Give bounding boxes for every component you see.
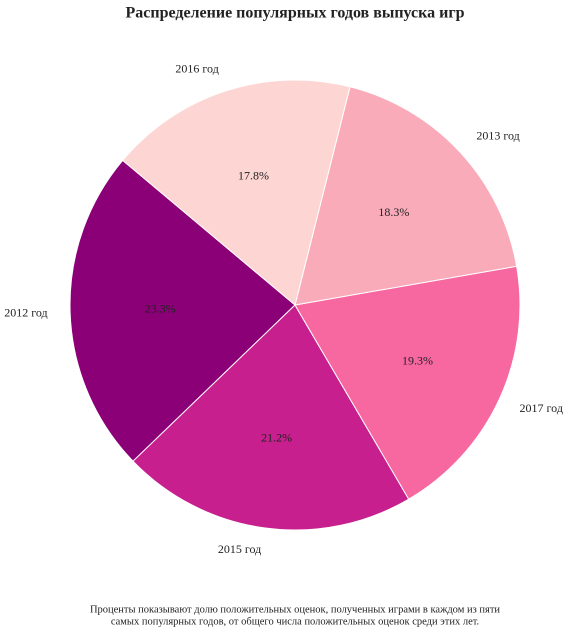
slice-label: 2017 год [520,401,563,415]
slice-label: 2012 год [4,305,47,319]
pie-slice [294,86,518,306]
value-label: 23.3% [145,301,176,315]
slice-label: 2016 год [175,61,218,75]
slice-label: 2015 год [218,542,261,556]
caption-line: самых популярных годов, от общего числа … [111,616,479,627]
caption-line: Проценты показывают долю положительных о… [90,604,500,615]
pie-slice [121,79,351,306]
value-label: 21.2% [261,430,292,444]
value-label: 17.8% [238,168,269,182]
pie-slice [69,159,296,462]
pie-slice [132,304,410,531]
value-label: 18.3% [378,205,409,219]
pie-slice [294,265,521,500]
value-label: 19.3% [402,354,433,368]
chart-title: Распределение популярных годов выпуска и… [125,5,464,22]
slice-label: 2013 год [476,128,519,142]
